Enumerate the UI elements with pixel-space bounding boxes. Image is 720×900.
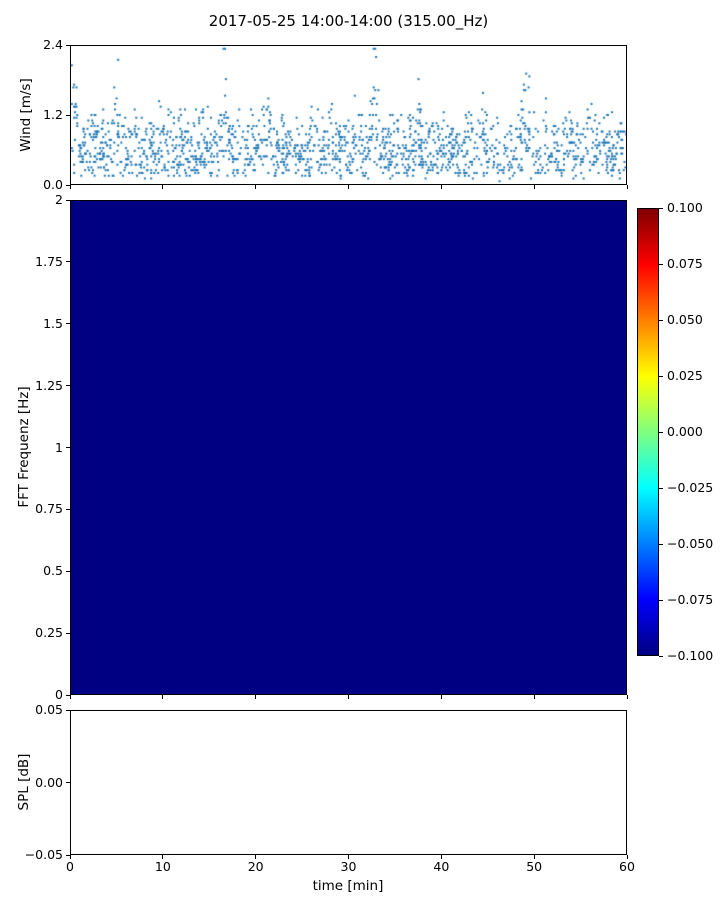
colorbar-tick-label: 0.000 bbox=[667, 424, 703, 439]
colorbar-tick-mark bbox=[659, 375, 663, 377]
colorbar-tick-label: 0.025 bbox=[667, 368, 703, 383]
fft-y-tick-label: 0.5 bbox=[43, 563, 63, 579]
fft-x-tick-mark bbox=[162, 695, 164, 699]
colorbar-tick-mark bbox=[659, 207, 663, 209]
fft-x-tick-mark bbox=[255, 695, 257, 699]
fft-y-tick-label: 1.25 bbox=[35, 377, 63, 393]
colorbar-tick-label: −0.075 bbox=[667, 592, 714, 607]
fft-y-tick-label: 2 bbox=[55, 192, 63, 207]
wind-y-tick-label: 1.2 bbox=[43, 107, 63, 122]
fft-y-tick-label: 1 bbox=[55, 439, 63, 455]
wind-y-tick-mark bbox=[66, 114, 70, 116]
wind-y-tick-label: 2.4 bbox=[43, 37, 63, 52]
x-tick-label: 20 bbox=[247, 859, 264, 874]
fft-y-tick-mark bbox=[66, 508, 70, 510]
colorbar-tick-mark bbox=[659, 319, 663, 321]
colorbar-tick-mark bbox=[659, 431, 663, 433]
spl-y-tick-label: −0.05 bbox=[24, 847, 63, 862]
x-tick-label: 30 bbox=[340, 859, 357, 874]
fft-y-tick-label: 0 bbox=[55, 687, 63, 702]
spl-x-tick-mark bbox=[255, 855, 257, 859]
wind-x-tick-mark bbox=[440, 185, 442, 189]
spl-plot bbox=[70, 710, 627, 855]
colorbar-tick-label: −0.050 bbox=[667, 536, 714, 551]
x-axis-label: time [min] bbox=[312, 878, 384, 894]
wind-y-tick-label: 0.0 bbox=[43, 177, 63, 192]
colorbar-tick-mark bbox=[659, 263, 663, 265]
fft-x-tick-mark bbox=[626, 695, 628, 699]
wind-x-tick-mark bbox=[348, 185, 349, 189]
wind-x-tick-mark bbox=[533, 185, 535, 189]
fft-y-tick-label: 1.75 bbox=[35, 253, 63, 269]
spl-x-tick-mark bbox=[348, 855, 349, 859]
fft-y-tick-label: 1.5 bbox=[43, 315, 63, 331]
wind-x-tick-mark bbox=[69, 185, 71, 189]
spl-x-tick-mark bbox=[626, 855, 628, 859]
fft-y-tick-mark bbox=[66, 570, 70, 572]
spl-y-tick-mark bbox=[66, 782, 70, 783]
colorbar-tick-label: 0.100 bbox=[667, 200, 703, 215]
colorbar-tick-label: −0.025 bbox=[667, 480, 714, 495]
spl-y-tick-mark bbox=[66, 854, 70, 856]
fft-y-tick-mark bbox=[66, 261, 70, 263]
fft-y-tick-mark bbox=[66, 632, 70, 634]
spl-y-tick-label: 0.00 bbox=[35, 774, 63, 790]
x-tick-label: 40 bbox=[433, 859, 450, 874]
figure-title: 2017-05-25 14:00-14:00 (315.00_Hz) bbox=[208, 12, 489, 30]
colorbar-tick-mark bbox=[659, 599, 663, 601]
fft-x-tick-mark bbox=[348, 695, 349, 699]
colorbar-tick-label: 0.075 bbox=[667, 256, 703, 271]
wind-x-tick-mark bbox=[626, 185, 628, 189]
spl-y-tick-mark bbox=[66, 709, 70, 711]
colorbar-tick-mark bbox=[659, 543, 663, 545]
wind-x-tick-mark bbox=[162, 185, 164, 189]
wind-x-tick-mark bbox=[255, 185, 257, 189]
colorbar-tick-mark bbox=[659, 655, 663, 657]
fft-y-tick-mark bbox=[66, 323, 70, 325]
spl-x-tick-mark bbox=[69, 855, 71, 859]
x-tick-label: 10 bbox=[154, 859, 171, 874]
x-tick-label: 0 bbox=[66, 859, 74, 874]
colorbar-tick-label: 0.050 bbox=[667, 312, 703, 327]
fft-y-tick-mark bbox=[66, 694, 70, 696]
fft-y-tick-mark bbox=[66, 447, 70, 448]
wind-y-tick-mark bbox=[66, 184, 70, 186]
fft-spectrogram-plot bbox=[70, 200, 627, 695]
spl-y-tick-label: 0.05 bbox=[35, 702, 63, 717]
fft-x-tick-mark bbox=[533, 695, 535, 699]
wind-y-tick-mark bbox=[66, 44, 70, 46]
spl-x-tick-mark bbox=[533, 855, 535, 859]
wind-scatter-plot bbox=[70, 45, 627, 185]
colorbar-tick-label: −0.100 bbox=[667, 648, 714, 663]
spl-x-tick-mark bbox=[162, 855, 164, 859]
x-tick-label: 50 bbox=[526, 859, 543, 874]
fft-y-tick-label: 0.75 bbox=[35, 501, 63, 517]
x-tick-label: 60 bbox=[619, 859, 635, 874]
colorbar-tick-mark bbox=[659, 487, 663, 489]
fft-y-tick-mark bbox=[66, 385, 70, 387]
colorbar bbox=[637, 208, 659, 656]
wind-scatter-canvas bbox=[71, 46, 626, 184]
spl-x-tick-mark bbox=[440, 855, 442, 859]
fft-y-tick-label: 0.25 bbox=[35, 625, 63, 641]
fft-y-tick-mark bbox=[66, 199, 70, 201]
fft-x-tick-mark bbox=[69, 695, 71, 699]
fft-x-tick-mark bbox=[440, 695, 442, 699]
